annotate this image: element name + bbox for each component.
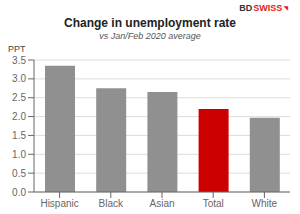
svg-text:2.0: 2.0	[12, 111, 26, 122]
svg-text:Total: Total	[203, 198, 224, 209]
svg-text:1.5: 1.5	[12, 130, 26, 141]
svg-text:Hispanic: Hispanic	[40, 198, 78, 209]
html-text:BD SWISS◥: BD SWISS◥	[239, 3, 288, 13]
svg-text:White: White	[252, 198, 278, 209]
svg-text:3.0: 3.0	[12, 73, 26, 84]
svg-text:Asian: Asian	[149, 198, 174, 209]
svg-text:Black: Black	[99, 198, 124, 209]
svg-text:2.5: 2.5	[12, 92, 26, 103]
html-text:PPT: PPT	[8, 44, 26, 54]
html-text:Change in unemployment rate: Change in unemployment rate	[64, 16, 236, 30]
svg-text:0.0: 0.0	[12, 187, 26, 198]
html-text:vs Jan/Feb 2020 average: vs Jan/Feb 2020 average	[99, 31, 201, 41]
svg-text:3.5: 3.5	[12, 55, 26, 66]
svg-text:1.0: 1.0	[12, 149, 26, 160]
svg-text:0.5: 0.5	[12, 168, 26, 179]
